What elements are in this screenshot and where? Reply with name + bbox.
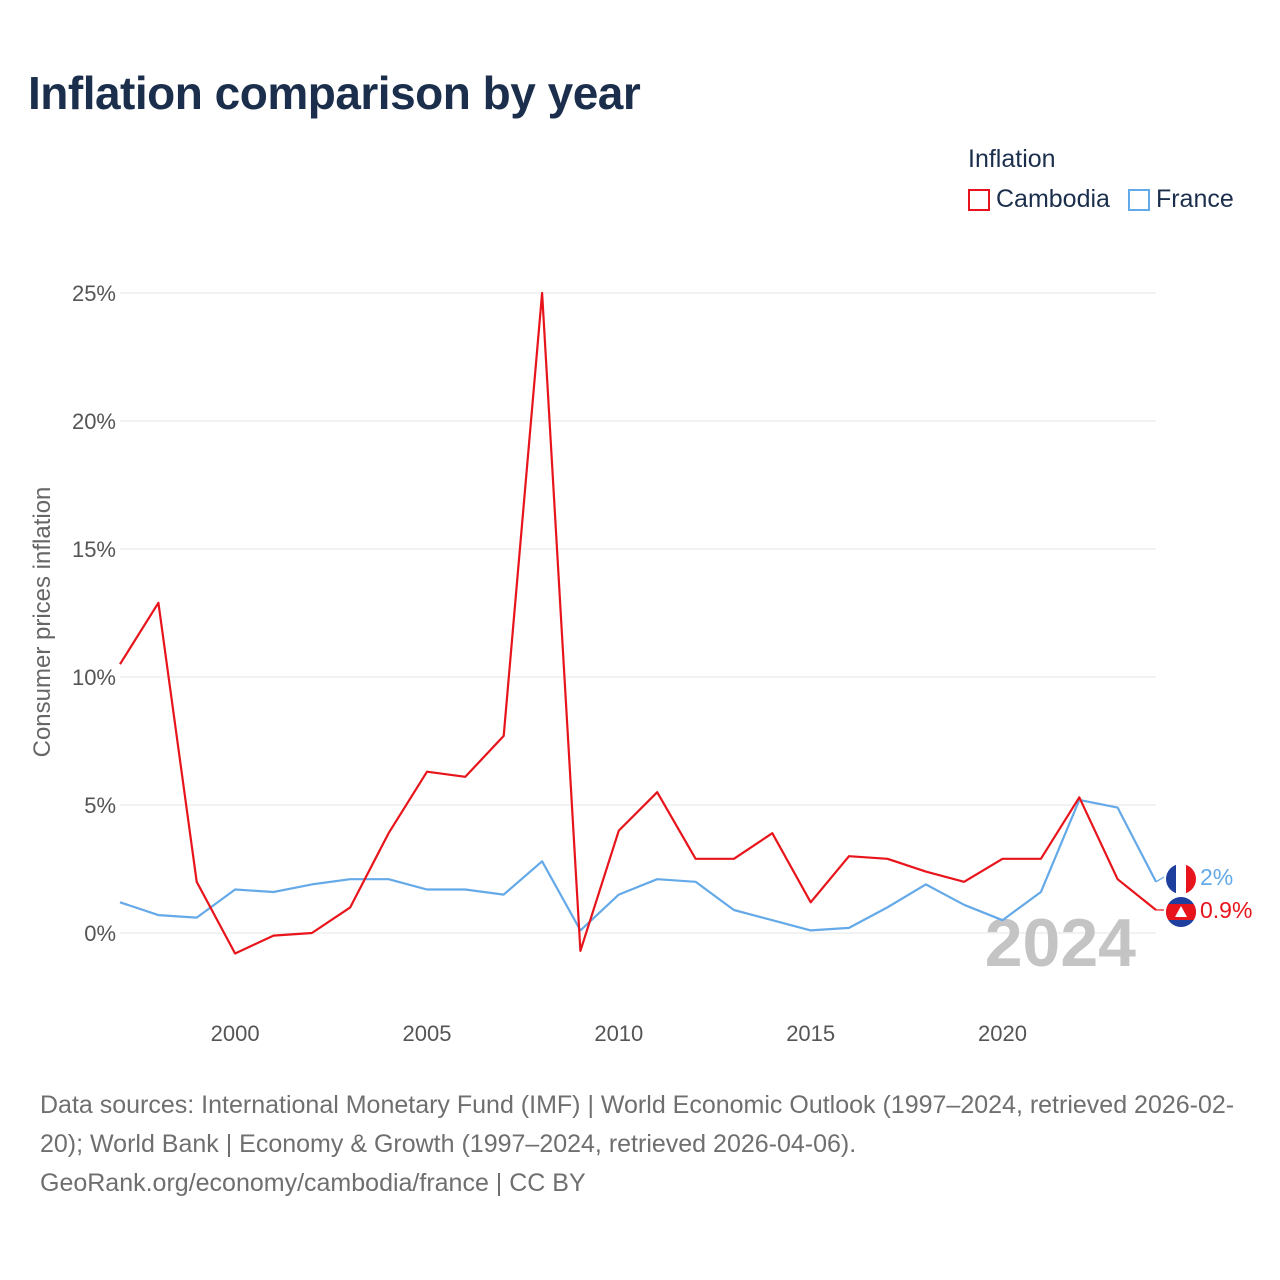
france-flag <box>1166 864 1196 894</box>
y-axis-ticks: 0% 5% 10% 15% 20% 25% <box>72 281 116 946</box>
y-tick-label: 25% <box>72 281 116 306</box>
y-tick-label: 15% <box>72 537 116 562</box>
y-tick-label: 5% <box>84 793 116 818</box>
y-tick-label: 0% <box>84 921 116 946</box>
cambodia-flag <box>1166 897 1196 927</box>
legend-label-france: France <box>1155 185 1234 213</box>
x-tick-label: 2020 <box>978 1021 1027 1046</box>
end-label-cambodia: 0.9% <box>1200 897 1252 923</box>
y-axis-label: Consumer prices inflation <box>29 487 56 758</box>
data-sources: Data sources: International Monetary Fun… <box>40 1091 1235 1158</box>
y-tick-label: 20% <box>72 409 116 434</box>
legend-item-cambodia[interactable]: Cambodia <box>968 185 1110 214</box>
legend-swatch-cambodia <box>968 188 990 211</box>
footer: Data sources: International Monetary Fun… <box>40 1086 1245 1203</box>
credit-link[interactable]: GeoRank.org/economy/cambodia/france | CC… <box>40 1169 586 1197</box>
x-tick-label: 2005 <box>402 1021 451 1046</box>
legend-label-cambodia: Cambodia <box>996 185 1110 213</box>
chart-title: Inflation comparison by year <box>28 67 641 119</box>
legend: Cambodia France <box>968 185 1234 214</box>
legend-item-france[interactable]: France <box>1127 185 1234 214</box>
series-lines <box>119 291 1157 955</box>
x-tick-label: 2000 <box>211 1021 260 1046</box>
x-tick-label: 2010 <box>594 1021 643 1046</box>
x-axis-ticks: 2000 2005 2010 2015 2020 <box>211 1021 1027 1046</box>
legend-title: Inflation <box>968 145 1056 173</box>
end-label-connector <box>1155 876 1165 883</box>
end-labels: 0.9% 2% <box>1155 864 1252 923</box>
year-annotation: 2024 <box>985 905 1136 981</box>
y-tick-label: 10% <box>72 665 116 690</box>
x-tick-label: 2015 <box>786 1021 835 1046</box>
line-chart: 0% 5% 10% 15% 20% 25% 2000 2005 2010 2015 2020 Co… <box>29 281 1252 1046</box>
gridlines <box>120 292 1156 934</box>
series-line-france <box>119 798 1157 932</box>
end-label-france: 2% <box>1200 864 1233 890</box>
series-line-cambodia <box>119 291 1157 955</box>
legend-swatch-france <box>1127 188 1150 211</box>
